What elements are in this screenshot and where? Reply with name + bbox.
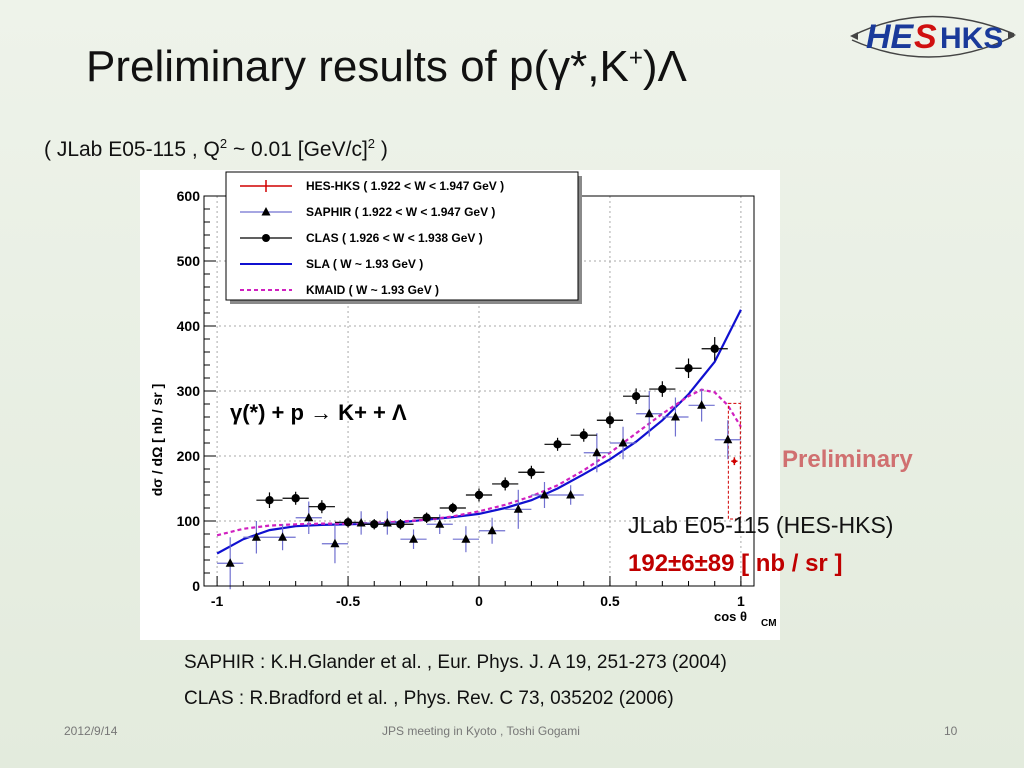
saphir-point	[670, 412, 680, 421]
y-axis-label: dσ / dΩ [ nb / sr ]	[149, 384, 165, 497]
y-tick-label: 500	[177, 253, 201, 269]
subtitle-sup: 2	[219, 136, 228, 151]
chart-legend: HES-HKS ( 1.922 < W < 1.947 GeV ) SAPHIR …	[225, 171, 582, 304]
x-tick-label: -0.5	[336, 593, 360, 609]
hes-point	[732, 459, 737, 464]
footer-presenter: JPS meeting in Kyoto , Toshi Gogami	[382, 724, 580, 738]
saphir-point	[435, 519, 445, 528]
y-tick-label: 0	[192, 578, 200, 594]
clas-point	[396, 520, 405, 529]
saphir-point	[697, 400, 707, 409]
legend-label-kmaid: KMAID ( W ~ 1.93 GeV )	[306, 283, 439, 297]
x-axis-label: cos θ	[714, 609, 747, 624]
result-value: 192±6±89 [ nb / sr ]	[628, 550, 843, 577]
title-text-end: )Λ	[642, 42, 687, 91]
kmaid-curve	[216, 388, 742, 537]
legend-clas-marker	[262, 234, 270, 242]
clas-point	[658, 384, 667, 394]
saphir-point	[723, 434, 733, 444]
saphir-point	[278, 532, 288, 541]
x-tick-label: 1	[737, 593, 745, 609]
clas-point	[684, 364, 693, 373]
logo-s: S	[914, 18, 937, 56]
saphir-point	[251, 532, 261, 541]
clas-point	[343, 518, 353, 527]
legend-label-sla: SLA ( W ~ 1.93 GeV )	[306, 257, 423, 271]
footer-date: 2012/9/14	[64, 724, 118, 738]
saphir-point	[487, 525, 497, 535]
clas-point	[631, 392, 641, 401]
x-axis-label-sub: CM	[761, 618, 777, 629]
hes-systematic-box	[727, 402, 741, 520]
legend-label-hes: HES-HKS ( 1.922 < W < 1.947 GeV )	[306, 179, 504, 193]
clas-point	[291, 494, 300, 503]
clas-point	[527, 468, 536, 477]
clas-point	[448, 503, 458, 513]
x-tick-label: -1	[211, 593, 224, 609]
clas-point	[265, 496, 274, 505]
legend-label-clas: CLAS ( 1.926 < W < 1.938 GeV )	[306, 231, 483, 245]
saphir-point	[461, 534, 471, 543]
saphir-point	[330, 538, 340, 548]
reference-clas: CLAS : R.Bradford et al. , Phys. Rev. C …	[184, 688, 674, 709]
sla-curve	[216, 309, 742, 555]
clas-point	[605, 416, 615, 425]
saphir-point	[409, 534, 419, 543]
logo-hks: HKS	[940, 22, 1003, 55]
slide-subtitle: ( JLab E05-115 , Q2 ~ 0.01 [GeV/c]2 )	[44, 136, 388, 162]
theory-curves	[216, 309, 742, 555]
y-tick-label: 300	[177, 383, 201, 399]
saphir-point	[644, 408, 654, 418]
data-points	[217, 337, 741, 590]
saphir-point	[566, 490, 576, 499]
logo-he: HE	[866, 18, 915, 56]
clas-point	[370, 520, 379, 529]
legend-box	[225, 171, 579, 301]
saphir-point	[513, 504, 523, 513]
preliminary-label: Preliminary	[782, 446, 913, 473]
subtitle-sup: 2	[367, 136, 376, 151]
y-tick-label: 100	[177, 513, 201, 529]
clas-point	[579, 431, 588, 440]
clas-point	[553, 440, 562, 449]
reference-saphir: SAPHIR : K.H.Glander et al. , Eur. Phys.…	[184, 652, 727, 673]
saphir-point	[225, 558, 235, 567]
subtitle-part: ~ 0.01 [GeV/c]	[227, 138, 368, 161]
result-label: JLab E05-115 (HES-HKS)	[628, 512, 894, 538]
y-tick-label: 200	[177, 448, 201, 464]
clas-point	[317, 502, 327, 511]
footer-page-number: 10	[944, 724, 958, 738]
clas-point	[710, 344, 719, 353]
legend-saphir-marker	[261, 207, 271, 216]
saphir-point	[539, 490, 549, 499]
subtitle-part: ( JLab E05-115 , Q	[44, 138, 220, 161]
saphir-point	[592, 447, 602, 457]
reaction-annotation: γ(*) + p → K+ + Λ	[230, 400, 407, 425]
title-text: Preliminary results of p(γ*,K	[86, 42, 629, 91]
x-tick-label: 0	[475, 593, 483, 609]
clas-point	[422, 513, 431, 522]
clas-point	[474, 490, 484, 500]
hes-hks-logo: HE S HKS	[850, 15, 1016, 58]
x-tick-label: 0.5	[600, 593, 620, 609]
cross-section-chart: -1 -0.5 0 0.5 1 0 100 200 300 400 500 600 γ(*) + p …	[140, 170, 780, 640]
saphir-point	[618, 438, 628, 447]
clas-point	[500, 479, 510, 489]
saphir-point	[304, 512, 314, 522]
subtitle-part: )	[375, 138, 388, 161]
y-tick-label: 600	[177, 188, 201, 204]
legend-label-saphir: SAPHIR ( 1.922 < W < 1.947 GeV )	[306, 205, 495, 219]
slide-title: Preliminary results of p(γ*,K+)Λ	[86, 42, 687, 92]
y-tick-label: 400	[177, 318, 201, 334]
title-superscript: +	[628, 44, 643, 72]
